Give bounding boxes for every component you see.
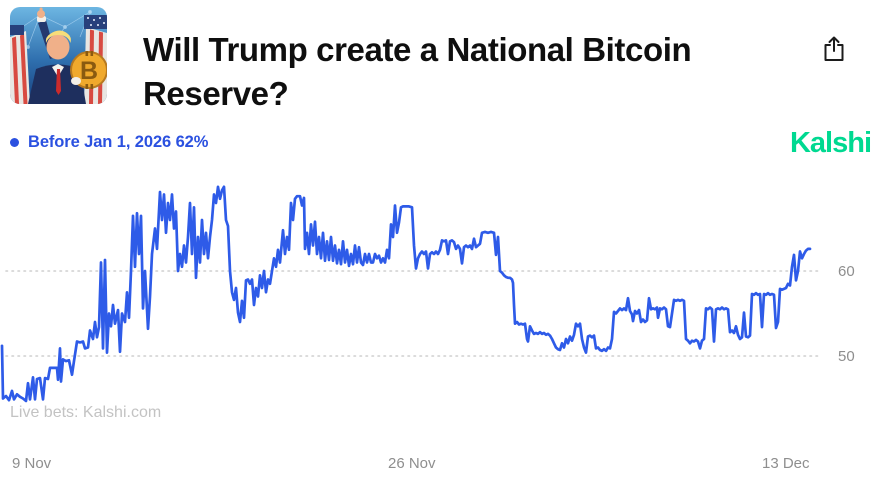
glove-hand	[71, 77, 81, 85]
legend-dot-icon	[10, 138, 19, 147]
svg-text:B: B	[80, 57, 98, 85]
xtick-label-13dec: 13 Dec	[762, 455, 810, 472]
market-thumbnail: B	[10, 7, 107, 104]
market-title: Will Trump create a National Bitcoin Res…	[143, 31, 692, 113]
xtick-label-9nov: 9 Nov	[12, 455, 52, 472]
share-button[interactable]	[820, 35, 848, 65]
ytick-label-60: 60	[838, 263, 855, 280]
trump-bitcoin-illustration: B	[10, 7, 107, 104]
xtick-label-26nov: 26 Nov	[388, 455, 436, 472]
head	[45, 30, 71, 60]
tie	[56, 69, 61, 95]
ytick-label-50: 50	[838, 348, 855, 365]
kalshi-logo[interactable]: Kalshi	[789, 127, 872, 159]
watermark: Live bets: Kalshi.com	[10, 404, 162, 421]
us-flag-left	[10, 25, 30, 104]
legend: Before Jan 1, 2026 62%	[10, 133, 208, 152]
legend-value: 62%	[175, 133, 209, 151]
legend-label: Before Jan 1, 2026 62%	[28, 133, 209, 151]
price-line	[0, 185, 812, 403]
share-icon	[824, 36, 844, 61]
